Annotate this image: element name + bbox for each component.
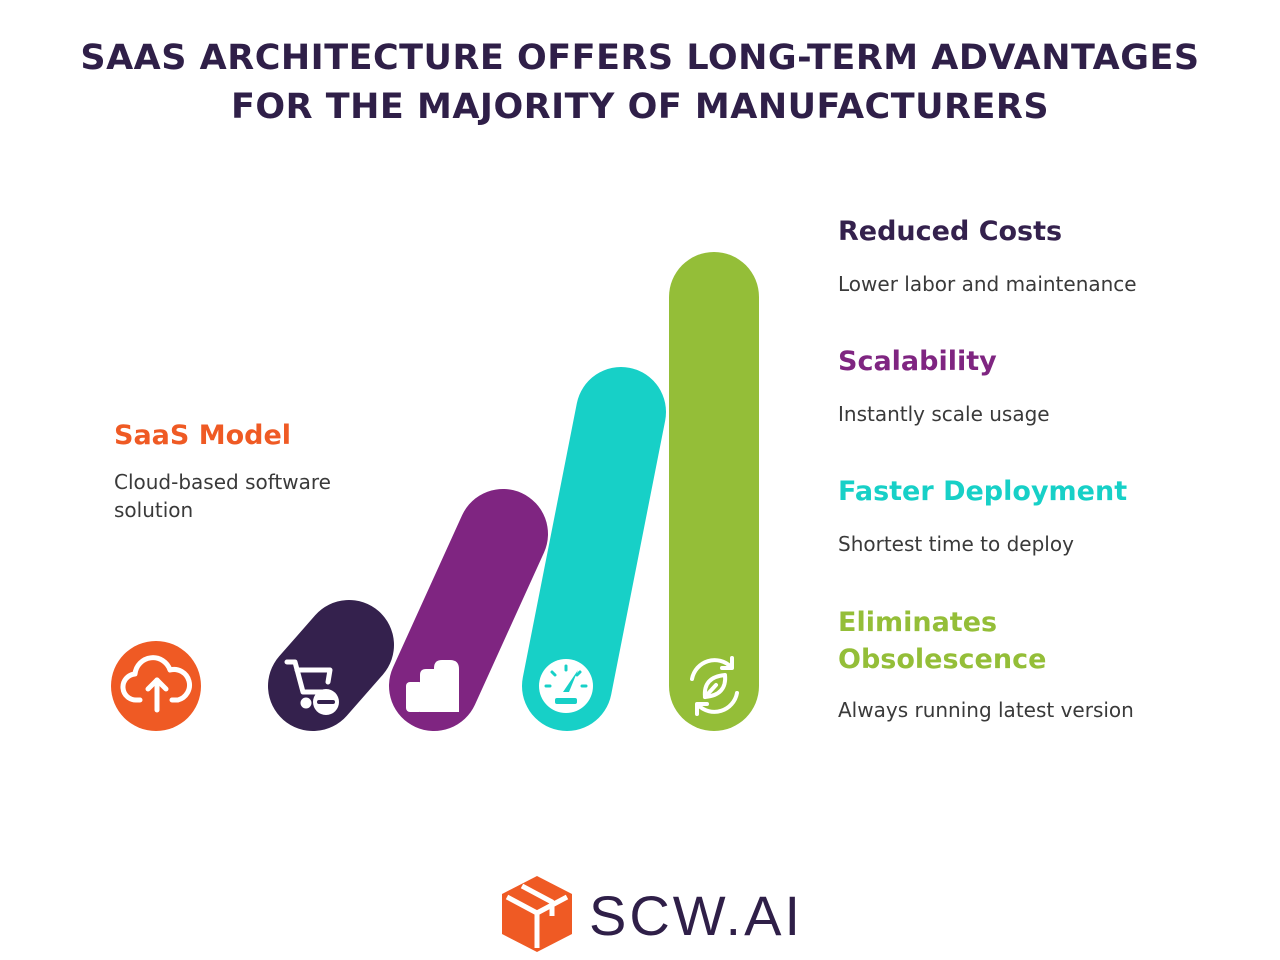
saas-model-heading: SaaS Model (114, 420, 292, 451)
title-line-1: SAAS ARCHITECTURE OFFERS LONG-TERM ADVAN… (80, 38, 1200, 78)
reduced-costs-description: Lower labor and maintenance (838, 272, 1137, 296)
reduced-costs-block: Reduced Costs Lower labor and maintenanc… (838, 214, 1258, 298)
eliminates-obsolescence-description: Always running latest version (838, 698, 1134, 722)
eliminates-obsolescence-block: Eliminates Obsolescence Always running l… (838, 604, 1138, 724)
saas-model-block: SaaS Model Cloud-based software solution (114, 418, 404, 524)
page-title: SAAS ARCHITECTURE OFFERS LONG-TERM ADVAN… (0, 34, 1280, 132)
box-logo-icon (502, 876, 572, 952)
faster-deployment-bar (522, 367, 666, 731)
stacked-blocks-icon (406, 660, 459, 712)
scw-ai-logo: SCW.AI (497, 872, 800, 956)
scalability-block: Scalability Instantly scale usage (838, 344, 1258, 428)
leaf-refresh-icon (690, 656, 739, 716)
saas-model-description: Cloud-based software solution (114, 470, 331, 522)
brand-name: SCW.AI (589, 884, 804, 947)
eliminates-obsolescence-heading: Eliminates Obsolescence (838, 607, 1047, 675)
scalability-description: Instantly scale usage (838, 402, 1050, 426)
faster-deployment-block: Faster Deployment Shortest time to deplo… (838, 474, 1258, 558)
reduced-costs-heading: Reduced Costs (838, 216, 1063, 247)
reduced-costs-bar (268, 600, 394, 731)
faster-deployment-description: Shortest time to deploy (838, 532, 1074, 556)
scalability-heading: Scalability (838, 346, 997, 377)
speedometer-icon (539, 659, 593, 713)
cloud-upload-icon (120, 655, 192, 713)
faster-deployment-heading: Faster Deployment (838, 476, 1128, 507)
title-line-2: FOR THE MAJORITY OF MANUFACTURERS (230, 87, 1050, 127)
